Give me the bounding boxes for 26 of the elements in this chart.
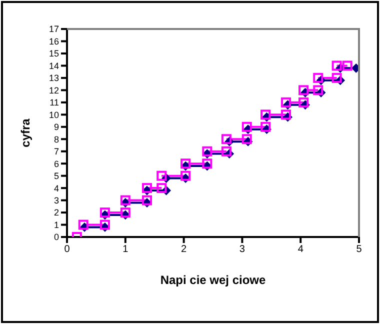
y-tick-label: 7: [54, 146, 59, 157]
x-tick-label: 2: [181, 244, 188, 256]
y-tick-label: 6: [54, 158, 59, 169]
y-axis-title: cyfra: [18, 118, 32, 148]
y-tick-label: 17: [48, 24, 59, 34]
y-tick-label: 4: [54, 183, 59, 194]
x-tick-label: 0: [64, 244, 70, 256]
y-tick-label: 15: [48, 48, 59, 59]
y-tick-label: 13: [48, 73, 59, 84]
y-tick-label: 5: [54, 171, 59, 182]
y-tick-label: 14: [48, 60, 59, 71]
x-tick-label: 1: [122, 244, 129, 256]
y-tick-label: 12: [48, 85, 59, 96]
y-tick-label: 10: [48, 110, 59, 120]
y-tick-label: 9: [54, 122, 59, 132]
y-tick-label: 0: [54, 232, 59, 242]
y-tick-label: 8: [54, 134, 59, 144]
y-tick-label: 16: [48, 36, 59, 46]
x-tick-label: 5: [356, 244, 362, 256]
y-tick-label: 11: [50, 98, 59, 108]
x-tick-label: 3: [239, 244, 246, 256]
y-tick-label: 2: [54, 208, 59, 218]
y-tick-label: 3: [54, 195, 59, 206]
x-axis-title: Napi cie wej ciowe: [160, 273, 266, 287]
y-tick-label: 1: [54, 220, 59, 230]
x-tick-label: 4: [298, 244, 304, 256]
